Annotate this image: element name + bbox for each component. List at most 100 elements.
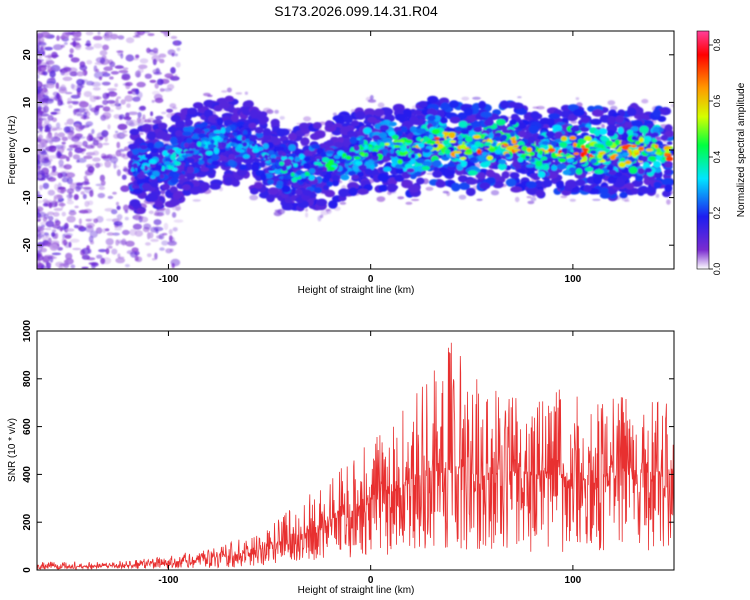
spectrogram-noise-blob <box>172 227 178 232</box>
spectrogram-speckle <box>458 194 467 200</box>
spectrogram-noise-blob <box>62 76 73 82</box>
spectrogram-ridge-blob <box>472 134 481 140</box>
spectrogram-ridge-blob <box>211 154 220 161</box>
spectrogram-ridge-blob <box>379 142 386 147</box>
spectrogram-ridge-blob <box>639 142 645 147</box>
spectrogram-noise-blob <box>53 44 63 51</box>
spectrogram-noise-blob <box>49 70 56 78</box>
spectrogram-speckle <box>339 201 347 205</box>
spectrogram-ridge-blob <box>389 121 397 127</box>
spectrogram-ridge-blob <box>227 159 235 167</box>
spectrogram-ridge-blob <box>193 127 202 134</box>
spectrogram-noise-blob <box>71 37 82 41</box>
spectrogram-ridge-blob <box>169 198 181 206</box>
spectrogram-ridge-blob <box>132 188 143 195</box>
spectrogram-noise-blob <box>37 122 43 127</box>
spectrogram-ridge-blob <box>128 143 138 150</box>
spectrogram-noise-blob <box>135 54 140 59</box>
spectrogram-noise-blob <box>37 93 42 100</box>
spectrogram-ridge-blob <box>630 144 637 148</box>
spectrogram-noise-blob <box>70 94 81 99</box>
spectrogram-noise-blob <box>121 238 127 246</box>
spectrogram-ridge-blob <box>504 153 511 158</box>
spectrogram-ridge-blob <box>428 133 434 140</box>
spectrogram-ridge-blob <box>249 109 259 118</box>
spectrogram-ridge-blob <box>539 117 551 125</box>
spectrogram-ridge-blob <box>637 146 645 152</box>
spectrogram-ridge-blob <box>149 159 157 165</box>
spectrogram-noise-blob <box>151 90 160 96</box>
spectrogram-ridge-blob <box>489 148 496 153</box>
spectrogram-ridge-blob <box>467 170 478 176</box>
spectrogram-ridge-blob <box>555 181 565 189</box>
spectrogram-ridge-blob <box>198 160 205 165</box>
spectrogram-noise-blob <box>61 141 66 145</box>
spectrogram-ridge-blob <box>594 169 604 175</box>
spectrogram-noise-blob <box>40 224 46 228</box>
spectrogram-ridge-blob <box>287 168 294 173</box>
spectrogram-ridge-blob <box>275 146 286 152</box>
spectrogram-ridge-blob <box>631 135 637 141</box>
spectrogram-ridge-blob <box>451 182 461 192</box>
spectrogram-ridge-blob <box>377 173 389 182</box>
spectrogram-ridge-blob <box>575 168 583 175</box>
spectrogram-noise-blob <box>63 126 71 133</box>
spectrogram-ridge-blob <box>343 114 353 124</box>
spectrogram-ridge-blob <box>234 156 244 163</box>
spectrogram-ridge-blob <box>316 198 328 207</box>
spectrogram-noise-blob <box>44 98 54 104</box>
spectrogram-noise-blob <box>57 182 62 190</box>
spectrogram-ridge-blob <box>200 167 210 172</box>
spectrogram-ridge-blob <box>535 189 545 198</box>
spectrogram-speckle <box>536 105 545 110</box>
spectrogram-noise-blob <box>103 66 113 71</box>
spectrogram-ridge-blob <box>151 182 159 188</box>
spectrogram-ridge-blob <box>526 164 535 168</box>
spectrogram-ridge-blob <box>584 167 594 172</box>
spectrogram-ridge-blob <box>448 132 456 139</box>
spectrogram-ridge-blob <box>157 122 168 129</box>
spectrogram-ridge-blob <box>249 187 259 195</box>
spectrogram-ridge-blob <box>357 188 369 195</box>
spectrogram-noise-blob <box>104 160 112 168</box>
snr-y-axis-label: SNR (10 * v/v) <box>7 418 18 482</box>
spectrogram-noise-blob <box>125 54 135 62</box>
spectrogram-noise-blob <box>76 136 86 139</box>
spectrogram-noise-blob <box>47 114 54 121</box>
spectrogram-noise-blob <box>51 170 56 173</box>
spectrogram-ridge-blob <box>511 139 517 145</box>
spectrogram-ridge-blob <box>458 152 464 158</box>
spectrogram-noise-blob <box>156 78 164 86</box>
spectrogram-ridge-blob <box>590 158 597 164</box>
spectrogram-noise-blob <box>45 262 52 266</box>
spectrogram-ridge-blob <box>481 151 488 157</box>
spectrogram-ridge-blob <box>447 161 455 168</box>
spectrogram-noise-blob <box>49 126 58 132</box>
spectrogram-noise-blob <box>114 83 118 88</box>
spectrogram-ridge-blob <box>270 157 276 164</box>
spectrogram-noise-blob <box>97 31 101 36</box>
spectrogram-ridge-blob <box>537 171 546 178</box>
spectrogram-ridge-blob <box>382 155 388 162</box>
spectrogram-ridge-blob <box>500 134 508 141</box>
spectrogram-noise-blob <box>155 115 164 120</box>
spectrogram-noise-blob <box>40 230 44 234</box>
spectrogram-ridge-blob <box>254 126 264 134</box>
spectrogram-ridge-blob <box>213 105 223 112</box>
spectrogram-ridge-blob <box>237 144 244 149</box>
spectrogram-ridge-blob <box>478 100 487 110</box>
spectrogram-ridge-blob <box>439 117 448 124</box>
spectrogram-ridge-blob <box>345 155 352 160</box>
colorbar-tick-label: 0.0 <box>712 263 722 276</box>
spectrogram-speckle <box>592 198 601 201</box>
spectrogram-ridge-blob <box>645 148 654 152</box>
spectrogram-speckle <box>575 97 580 101</box>
spectrogram-noise-blob <box>57 152 63 157</box>
spectrogram-noise-blob <box>107 124 111 130</box>
spectrogram-noise-blob <box>165 208 171 216</box>
spectrogram-ridge-blob <box>626 107 637 117</box>
spectrogram-noise-blob <box>40 84 47 87</box>
spectrogram-noise-blob <box>91 81 101 87</box>
spectrogram-noise-blob <box>66 215 76 223</box>
spectrogram-ridge-blob <box>304 171 310 177</box>
